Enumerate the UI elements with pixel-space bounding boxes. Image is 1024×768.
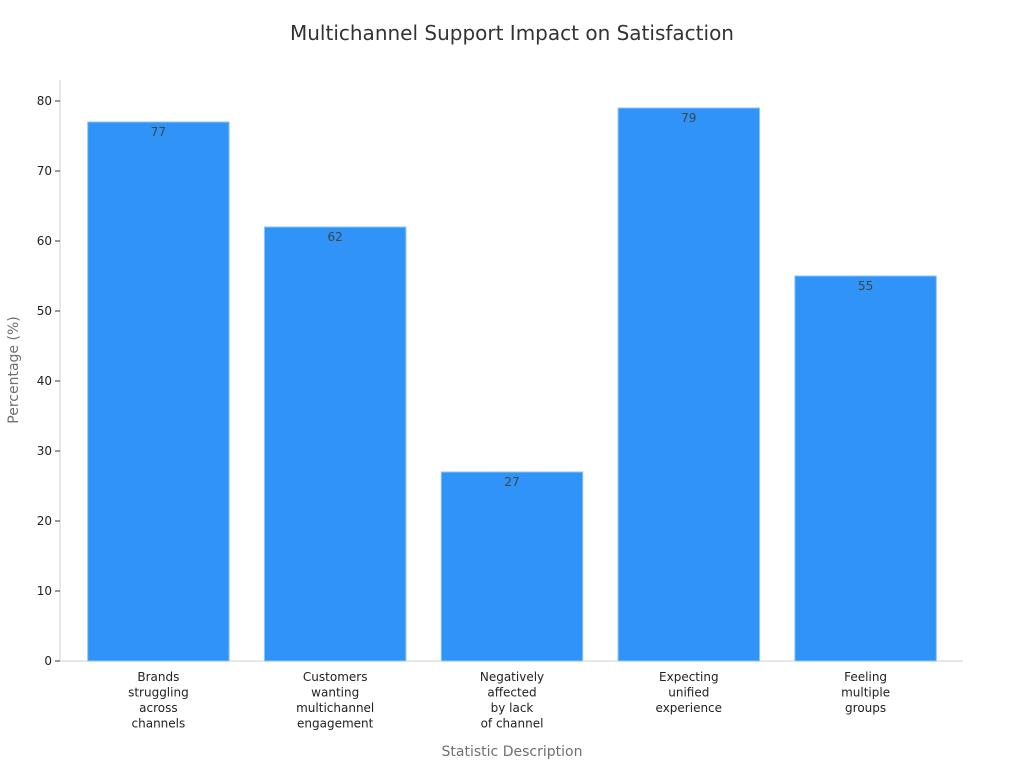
- bars: [87, 107, 937, 662]
- category-label-line: multichannel: [296, 701, 374, 715]
- chart-title: Multichannel Support Impact on Satisfact…: [290, 21, 734, 45]
- y-tick-label: 80: [37, 94, 52, 108]
- category-label-line: Brands: [137, 670, 179, 684]
- category-label-line: Expecting: [659, 670, 719, 684]
- category-label-line: experience: [656, 701, 723, 715]
- category-label-line: engagement: [297, 717, 374, 731]
- data-label: 27: [504, 475, 519, 489]
- category-label-line: wanting: [311, 686, 359, 700]
- category-label-line: Feeling: [844, 670, 887, 684]
- category-label-line: struggling: [128, 686, 189, 700]
- bar: [617, 107, 761, 662]
- bar: [263, 226, 407, 662]
- y-axis-title: Percentage (%): [6, 316, 22, 423]
- data-label: 62: [328, 230, 343, 244]
- y-tick-label: 40: [37, 374, 52, 388]
- category-label: Expecting unified experience: [656, 670, 723, 715]
- category-label-line: of channel: [481, 717, 544, 731]
- category-label-line: unified: [668, 686, 709, 700]
- y-tick-label: 60: [37, 234, 52, 248]
- y-tick-label: 70: [37, 164, 52, 178]
- category-label-line: Negatively: [480, 670, 544, 684]
- category-label-line: channels: [132, 717, 186, 731]
- category-label: Negatively affected by lack of channel: [480, 670, 544, 731]
- y-tick-label: 30: [37, 444, 52, 458]
- y-tick-label: 20: [37, 514, 52, 528]
- x-axis-title: Statistic Description: [442, 744, 583, 760]
- bar: [87, 121, 230, 662]
- category-labels: Brands struggling across channels Customers w…: [128, 670, 890, 731]
- bar: [794, 275, 937, 662]
- category-label-line: across: [139, 701, 177, 715]
- category-label: Customers wanting multichannel engagement: [296, 670, 374, 731]
- data-label: 79: [681, 111, 696, 125]
- category-label-line: multiple: [841, 686, 890, 700]
- category-label-line: Customers: [303, 670, 368, 684]
- data-label: 55: [858, 279, 873, 293]
- data-label: 77: [151, 125, 166, 139]
- category-label-line: groups: [845, 701, 886, 715]
- category-label: Feeling multiple groups: [841, 670, 890, 715]
- y-tick-label: 50: [37, 304, 52, 318]
- data-labels: 77 62 27 79 55: [151, 111, 873, 489]
- category-label-line: by lack: [491, 701, 534, 715]
- y-tick-label: 10: [37, 584, 52, 598]
- bar: [440, 471, 584, 662]
- y-tick-label: 0: [44, 654, 52, 668]
- category-label: Brands struggling across channels: [128, 670, 189, 731]
- category-label-line: affected: [487, 686, 536, 700]
